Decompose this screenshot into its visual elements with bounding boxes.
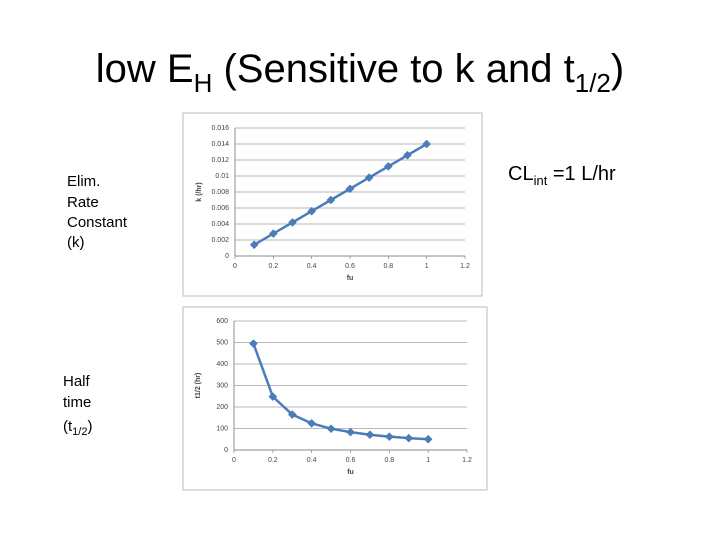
data-point	[268, 229, 278, 238]
y-tick-label: 600	[216, 318, 228, 325]
title-part: )	[611, 47, 624, 91]
y-tick-label: 0.014	[211, 141, 229, 148]
x-tick-label: 1.2	[460, 263, 470, 270]
y-tick-label: 0.016	[211, 125, 229, 132]
title-sub: 1/2	[575, 68, 611, 98]
y-tick-label: 0.01	[215, 173, 229, 180]
data-point	[288, 218, 297, 227]
data-point	[383, 162, 393, 171]
label-part: )	[87, 418, 92, 435]
data-point	[346, 427, 355, 437]
slide-title: low EH (Sensitive to k and t1/2)	[96, 47, 624, 98]
x-tick-label: 0.2	[268, 457, 278, 464]
data-point	[249, 339, 258, 348]
side-label: (t1/2)	[63, 418, 92, 438]
data-point	[384, 432, 394, 442]
label-part: (t	[63, 418, 73, 435]
y-tick-label: 100	[216, 425, 228, 432]
data-point	[268, 392, 278, 402]
data-point	[307, 418, 317, 428]
x-tick-label: 0.6	[345, 263, 355, 270]
side-label: Half	[63, 373, 91, 390]
note-part: CL	[508, 163, 534, 185]
x-axis-label: fu	[347, 469, 354, 476]
y-tick-label: 200	[216, 404, 228, 411]
y-tick-label: 0	[224, 447, 228, 454]
data-point	[287, 410, 297, 419]
y-tick-label: 0	[225, 253, 229, 260]
side-label: Constant	[67, 214, 128, 231]
label-sub: 1/2	[72, 426, 87, 438]
side-label: Elim.	[67, 173, 100, 190]
x-tick-label: 1.2	[462, 457, 472, 464]
x-tick-label: 1	[426, 457, 430, 464]
y-axis-label: k (/hr)	[196, 182, 203, 201]
data-point	[403, 150, 412, 160]
data-point	[307, 206, 317, 216]
data-point	[326, 195, 336, 205]
data-point	[326, 424, 336, 434]
y-tick-label: 400	[216, 361, 228, 368]
chart: 0 0.002 0.004 0.006 0.008 0.01 0.012 0.014 0.016…	[182, 112, 483, 297]
note: CLint =1 L/hr	[508, 163, 616, 188]
x-tick-label: 0.8	[383, 263, 393, 270]
y-tick-label: 0.008	[211, 189, 229, 196]
x-tick-label: 0.6	[346, 457, 356, 464]
x-tick-label: 0.8	[384, 457, 394, 464]
side-label: time	[63, 394, 91, 411]
data-line	[252, 343, 429, 441]
x-tick-label: 0	[233, 263, 237, 270]
x-tick-label: 0	[232, 457, 236, 464]
y-axis-label: t1/2 (hr)	[195, 373, 202, 399]
side-label: Rate	[67, 194, 99, 211]
y-tick-label: 300	[216, 382, 228, 389]
x-tick-label: 0.4	[307, 457, 317, 464]
x-axis-label: fu	[347, 275, 354, 282]
chart-frame	[182, 306, 488, 491]
x-tick-label: 0.2	[268, 263, 278, 270]
chart-frame	[182, 112, 483, 297]
data-point	[364, 173, 374, 182]
y-tick-label: 0.012	[211, 157, 229, 164]
side-label: (k)	[67, 234, 85, 251]
title-part: (Sensitive to k and t	[212, 47, 574, 91]
data-point	[345, 184, 355, 194]
data-point	[365, 430, 375, 440]
note-sub: int	[534, 173, 548, 188]
y-tick-label: 0.002	[211, 237, 229, 244]
chart: 0 100 200 300 400 500 600 0 0.2 0.4 0.6 0.8 1 1.2 fu t1…	[182, 306, 488, 491]
title-part: low E	[96, 47, 194, 91]
data-point	[422, 139, 432, 149]
data-point	[249, 240, 259, 250]
y-tick-label: 500	[216, 339, 228, 346]
data-line	[253, 142, 428, 246]
note-part: =1 L/hr	[547, 163, 616, 185]
y-tick-label: 0.006	[211, 205, 229, 212]
data-point	[404, 433, 414, 443]
x-tick-label: 0.4	[307, 263, 317, 270]
title-sub: H	[194, 68, 213, 98]
x-tick-label: 1	[425, 263, 429, 270]
y-tick-label: 0.004	[211, 221, 229, 228]
data-point	[423, 434, 433, 444]
